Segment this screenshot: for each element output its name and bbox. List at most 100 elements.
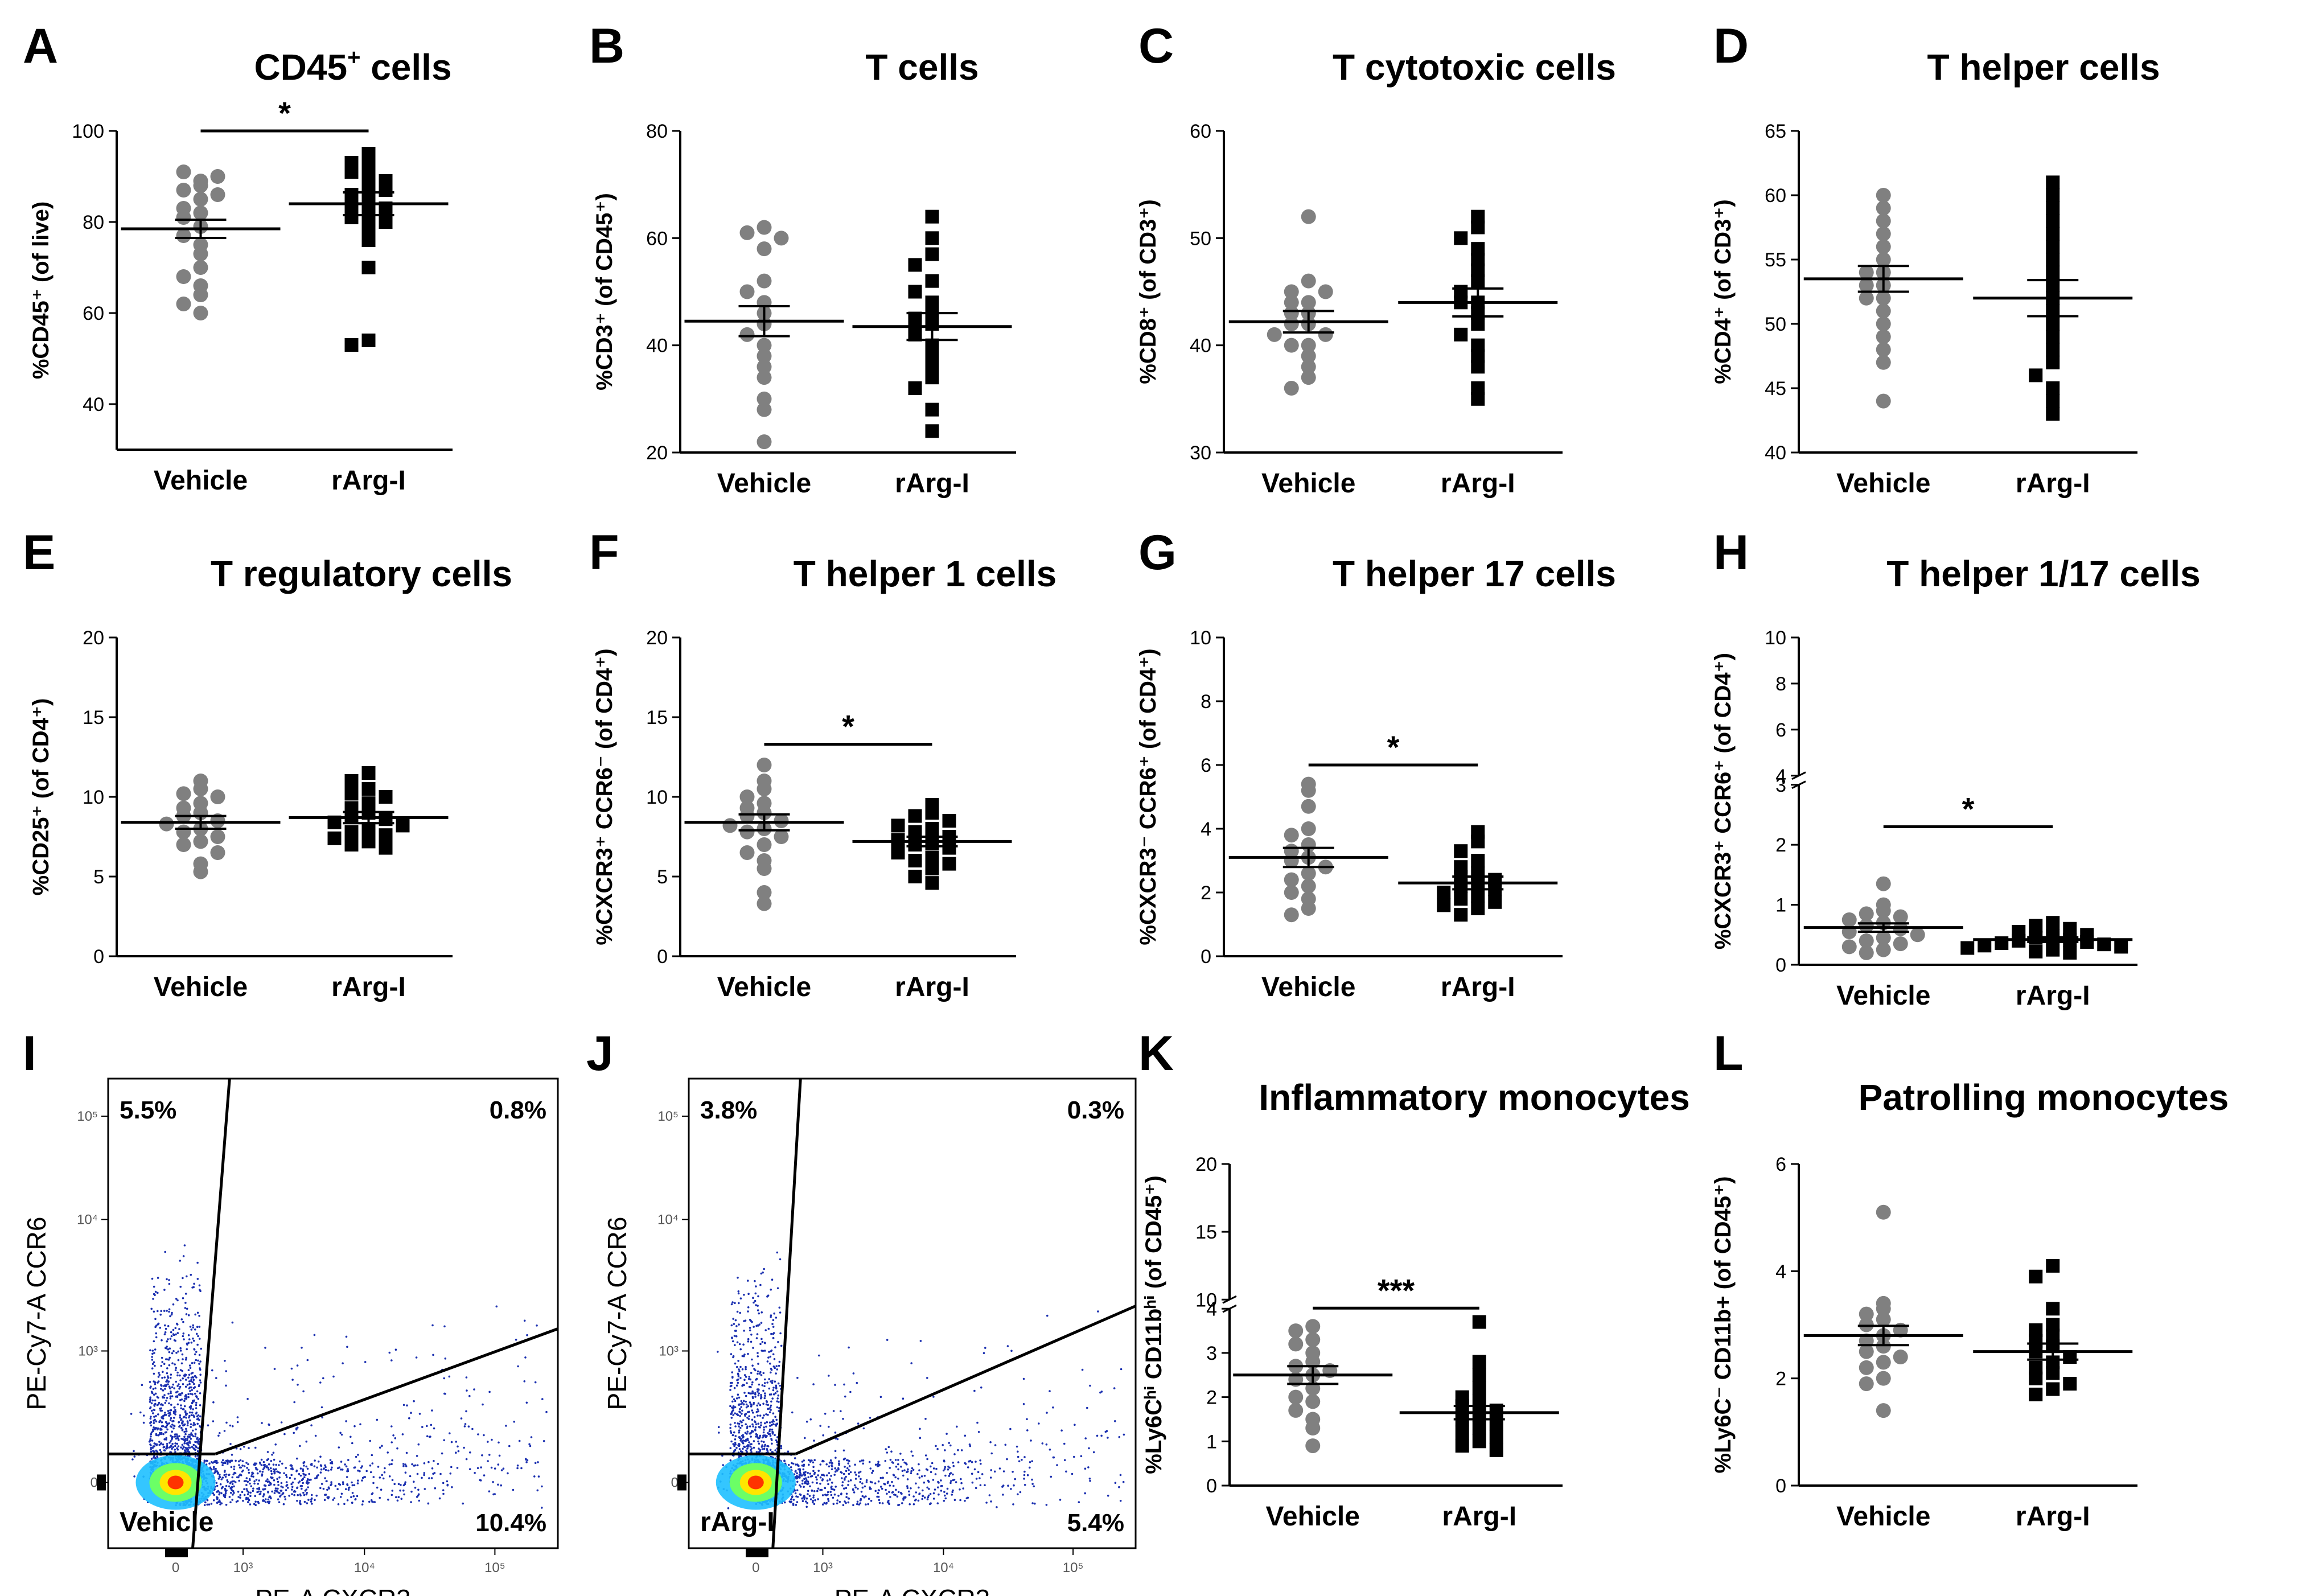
- event-dot: [858, 1471, 860, 1474]
- event-dot: [371, 1500, 373, 1503]
- event-dot: [199, 1392, 202, 1395]
- event-dot: [263, 1500, 266, 1502]
- event-dot: [169, 1376, 172, 1379]
- event-dot: [160, 1384, 162, 1387]
- data-point-vehicle: [1876, 1301, 1891, 1317]
- event-dot: [757, 1372, 759, 1375]
- event-dot: [198, 1363, 200, 1365]
- event-dot: [757, 1408, 759, 1410]
- event-dot: [749, 1378, 752, 1381]
- event-dot: [402, 1489, 405, 1492]
- event-dot: [497, 1463, 500, 1466]
- data-point-vehicle: [757, 781, 772, 796]
- event-dot: [809, 1498, 812, 1500]
- event-dot: [760, 1311, 763, 1314]
- event-dot: [840, 1410, 842, 1413]
- event-dot: [184, 1411, 187, 1414]
- event-dot: [803, 1486, 805, 1488]
- event-dot: [738, 1368, 740, 1371]
- event-dot: [253, 1482, 256, 1485]
- event-dot: [962, 1487, 964, 1490]
- event-dot: [842, 1472, 845, 1475]
- data-point-vehicle: [1876, 930, 1891, 945]
- event-dot: [295, 1470, 298, 1472]
- event-dot: [751, 1358, 753, 1361]
- event-dot: [450, 1466, 453, 1469]
- event-dot: [730, 1353, 733, 1355]
- event-dot: [1046, 1314, 1049, 1317]
- data-point-vehicle: [210, 845, 225, 860]
- event-dot: [897, 1468, 899, 1471]
- event-dot: [231, 1459, 233, 1462]
- event-dot: [758, 1442, 760, 1445]
- x-tick-label: 10³: [813, 1560, 833, 1576]
- event-dot: [826, 1479, 829, 1482]
- event-dot: [895, 1466, 898, 1468]
- event-dot: [162, 1417, 165, 1420]
- data-point-vehicle: [757, 837, 772, 852]
- event-dot: [774, 1416, 776, 1418]
- event-dot: [768, 1430, 771, 1433]
- event-dot: [161, 1356, 163, 1359]
- event-dot: [1002, 1470, 1005, 1472]
- event-dot: [964, 1462, 966, 1465]
- event-dot: [198, 1443, 200, 1445]
- event-dot: [755, 1423, 758, 1426]
- event-dot: [296, 1364, 299, 1367]
- y-tick-label: 20: [83, 627, 104, 649]
- data-point-vehicle: [1318, 284, 1333, 299]
- data-point-rarg: [2046, 188, 2060, 202]
- event-dot: [754, 1396, 757, 1398]
- event-dot: [1004, 1443, 1007, 1446]
- event-dot: [993, 1470, 996, 1473]
- event-dot: [150, 1385, 152, 1388]
- event-dot: [133, 1475, 135, 1478]
- event-dot: [953, 1499, 956, 1501]
- event-dot: [804, 1437, 806, 1439]
- event-dot: [166, 1367, 168, 1369]
- event-dot: [1017, 1450, 1019, 1453]
- event-dot: [164, 1331, 167, 1334]
- data-point-vehicle: [774, 231, 789, 246]
- event-dot: [772, 1319, 775, 1321]
- event-dot: [248, 1499, 250, 1501]
- data-point-rarg: [908, 838, 922, 852]
- event-dot: [361, 1479, 363, 1482]
- event-dot: [351, 1442, 353, 1445]
- event-dot: [316, 1466, 318, 1469]
- event-dot: [388, 1475, 391, 1478]
- data-point-vehicle: [757, 220, 772, 235]
- event-dot: [1078, 1501, 1080, 1503]
- event-dot: [902, 1397, 905, 1400]
- event-dot: [729, 1405, 731, 1408]
- event-dot: [219, 1474, 221, 1476]
- event-dot: [151, 1428, 154, 1431]
- event-dot: [738, 1396, 741, 1399]
- event-dot: [364, 1476, 367, 1478]
- data-point-vehicle: [176, 786, 191, 801]
- event-dot: [231, 1499, 234, 1501]
- event-dot: [277, 1480, 279, 1483]
- data-point-vehicle: [1876, 1312, 1891, 1327]
- event-dot: [887, 1480, 889, 1483]
- data-point-rarg: [1472, 1381, 1486, 1396]
- event-dot: [161, 1339, 163, 1342]
- event-dot: [545, 1410, 548, 1413]
- event-dot: [837, 1495, 840, 1497]
- event-dot: [377, 1466, 380, 1468]
- event-dot: [805, 1497, 808, 1500]
- event-dot: [765, 1403, 768, 1406]
- event-dot: [286, 1487, 289, 1489]
- y-tick-label: 80: [83, 212, 104, 233]
- event-dot: [153, 1422, 155, 1424]
- event-dot: [249, 1491, 252, 1494]
- event-dot: [855, 1474, 857, 1476]
- event-dot: [150, 1433, 153, 1435]
- event-dot: [164, 1324, 166, 1327]
- event-dot: [755, 1411, 758, 1413]
- event-dot: [180, 1404, 182, 1406]
- event-dot: [157, 1310, 159, 1313]
- event-dot: [743, 1392, 746, 1394]
- event-dot: [776, 1422, 779, 1425]
- event-dot: [823, 1460, 825, 1463]
